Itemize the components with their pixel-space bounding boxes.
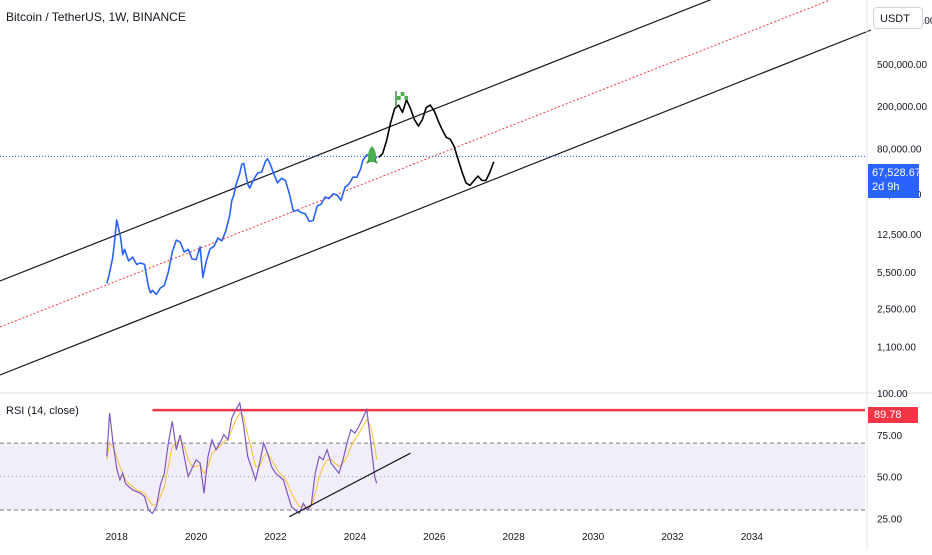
price-series-line xyxy=(106,153,378,296)
rocket-icon xyxy=(366,146,378,164)
price-tick-label: 200,000.00 xyxy=(877,102,927,113)
rsi-trendline xyxy=(289,452,411,518)
bar-countdown: 2d 9h xyxy=(872,181,900,193)
time-tick-label: 2024 xyxy=(344,532,367,543)
flag-check xyxy=(397,92,401,96)
price-tick-label: 80,000.00 xyxy=(877,145,922,156)
rsi-tick-label: 100.00 xyxy=(877,389,908,400)
time-tick-label: 2034 xyxy=(741,532,764,543)
rsi-axis[interactable]: 100.00 75.00 50.00 25.00 xyxy=(877,389,908,525)
time-tick-label: 2022 xyxy=(264,532,287,543)
last-price-badge: 67,528.67 2d 9h xyxy=(868,164,921,198)
rocket-fins xyxy=(366,158,378,164)
checkered-flag-icon xyxy=(395,91,409,107)
currency-selector[interactable]: USDT xyxy=(873,7,923,29)
price-pane[interactable] xyxy=(0,0,932,394)
price-tick-label: 2,500.00 xyxy=(877,304,916,315)
price-tick-label: 5,500.00 xyxy=(877,268,916,279)
time-tick-label: 2030 xyxy=(582,532,605,543)
time-tick-label: 2020 xyxy=(185,532,208,543)
flag-check xyxy=(404,92,409,96)
channel-midline xyxy=(0,0,831,328)
price-tick-label: 500,000.00 xyxy=(877,60,927,71)
time-tick-label: 2026 xyxy=(423,532,446,543)
channel-upper-line xyxy=(0,0,712,282)
rsi-line xyxy=(106,401,378,515)
last-price-value: 67,528.67 xyxy=(872,167,921,179)
rsi-tick-label: 75.00 xyxy=(877,431,902,442)
time-tick-label: 2028 xyxy=(503,532,526,543)
rsi-level-badge: 89.78 xyxy=(868,407,918,423)
time-axis[interactable]: 2018 2020 2022 2024 2026 2028 2030 2032 2034 xyxy=(106,532,764,543)
projection-line xyxy=(378,99,495,187)
rsi-title: RSI (14, close) xyxy=(6,405,79,417)
time-tick-label: 2032 xyxy=(661,532,684,543)
flag-check xyxy=(400,96,405,100)
rsi-tick-label: 50.00 xyxy=(877,473,902,484)
rsi-ma-line xyxy=(106,412,378,509)
rocket-body xyxy=(368,146,376,162)
chart-title: Bitcoin / TetherUS, 1W, BINANCE xyxy=(6,10,186,24)
price-tick-label: 1,100.00 xyxy=(877,342,916,353)
channel-lower-line xyxy=(0,29,872,376)
time-tick-label: 2018 xyxy=(106,532,129,543)
rsi-pane[interactable] xyxy=(0,401,865,518)
price-axis[interactable]: 1,300,000.00500,000.00200,000.0080,000.0… xyxy=(866,0,932,550)
rsi-tick-label: 25.00 xyxy=(877,514,902,525)
price-tick-label: 12,500.00 xyxy=(877,230,922,241)
